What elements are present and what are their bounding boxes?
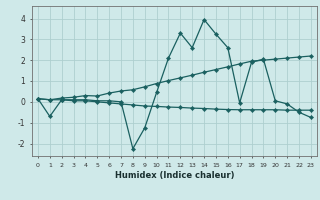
X-axis label: Humidex (Indice chaleur): Humidex (Indice chaleur)	[115, 171, 234, 180]
